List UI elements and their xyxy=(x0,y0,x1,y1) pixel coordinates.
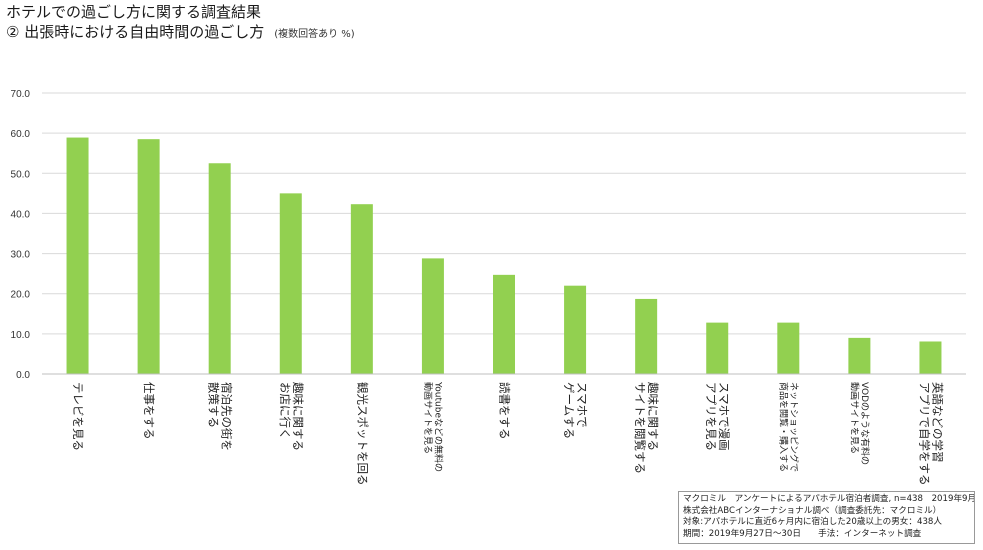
bar xyxy=(421,258,444,374)
x-category-label: VODのような有料の xyxy=(859,382,871,465)
x-category-label: 動画サイトを見る xyxy=(422,382,433,454)
bar xyxy=(564,285,587,374)
bar xyxy=(493,274,515,374)
source-note-box: マクロミル アンケートによるアパホテル宿泊者調査, n=438 2019年9月 … xyxy=(678,491,975,544)
y-tick-label: 40.0 xyxy=(11,209,31,220)
x-category-label: 商品を閲覧・購入する xyxy=(778,382,790,472)
y-tick-label: 10.0 xyxy=(11,330,31,341)
x-category-label: 宿泊先の街を xyxy=(220,382,234,451)
y-tick-label: 20.0 xyxy=(11,290,31,301)
y-tick-label: 50.0 xyxy=(11,169,31,180)
bar xyxy=(635,298,658,374)
x-category-label: 読書をする xyxy=(498,382,512,440)
chart-unit-note: (複数回答あり %) xyxy=(274,29,355,40)
bar xyxy=(279,193,302,374)
source-note-line: 期間：2019年9月27日～30日 手法：インターネット調査 xyxy=(683,528,922,539)
y-tick-label: 30.0 xyxy=(11,250,31,261)
x-category-label: Youtubeなどの無料の xyxy=(433,381,445,472)
bar xyxy=(919,341,942,374)
x-category-label: テレビを見る xyxy=(71,382,85,451)
y-tick-label: 70.0 xyxy=(11,89,31,100)
x-category-label: ゲームする xyxy=(562,382,576,439)
bar xyxy=(350,204,373,374)
bar xyxy=(137,139,160,374)
x-category-label: 散策する xyxy=(207,382,221,428)
bar xyxy=(208,163,231,374)
source-note-line: 対象:アパホテルに直近6ヶ月内に宿泊した20歳以上の男女：438人 xyxy=(683,517,942,528)
x-category-label: お店に行く xyxy=(278,382,292,440)
bar xyxy=(706,322,729,374)
bar xyxy=(848,337,871,374)
x-category-label: 趣味に関する xyxy=(291,382,305,451)
chart-title-block: ホテルでの過ごし方に関する調査結果 ② 出張時における自由時間の過ごし方 (複数回… xyxy=(6,2,355,45)
x-category-label: 仕事をする xyxy=(142,382,156,440)
x-category-label: サイトを閲覧する xyxy=(633,382,647,474)
y-tick-label: 60.0 xyxy=(11,129,31,140)
x-category-label: アプリで自学をする xyxy=(917,382,931,486)
chart-title: ホテルでの過ごし方に関する調査結果 xyxy=(6,3,262,21)
x-category-label: 英語などの学習 xyxy=(930,382,944,463)
y-tick-label: 0.0 xyxy=(16,370,30,381)
x-category-label: ネットショッピングで xyxy=(788,382,800,472)
x-category-label: スマホで漫画 xyxy=(717,382,731,451)
x-category-label: 動画サイトを見る xyxy=(849,382,860,454)
x-category-label: 観光スポットを回る xyxy=(355,382,369,486)
source-note-line: 株式会社ABCインターナショナル調べ（調査委託先：マクロミル） xyxy=(683,505,942,516)
x-category-label: スマホで xyxy=(575,382,589,428)
chart-subtitle: ② 出張時における自由時間の過ごし方 (複数回答あり %) xyxy=(6,22,355,45)
x-category-label: 趣味に関する xyxy=(646,382,660,451)
bar xyxy=(66,137,89,374)
bar xyxy=(777,322,800,374)
chart-subtitle-text: ② 出張時における自由時間の過ごし方 xyxy=(6,23,265,41)
source-note-line: マクロミル アンケートによるアパホテル宿泊者調査, n=438 2019年9月 xyxy=(683,494,975,504)
x-category-label: アプリを見る xyxy=(704,382,718,451)
